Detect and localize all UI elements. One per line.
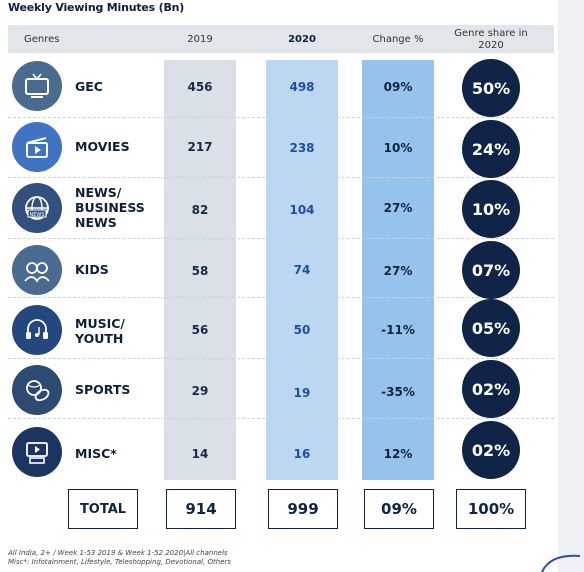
value-2019: 58 xyxy=(191,264,209,278)
value-change: -11% xyxy=(381,323,415,337)
value-change: 27% xyxy=(383,201,413,215)
row-separator xyxy=(8,418,554,419)
column-change-band xyxy=(362,60,434,480)
value-2019: 14 xyxy=(191,447,209,461)
share-badge: 10% xyxy=(462,180,520,238)
genre-label: SPORTS xyxy=(75,382,131,397)
genre-label: NEWS/ BUSINESS NEWS xyxy=(75,185,145,230)
header-2020: 2020 xyxy=(288,34,316,45)
genre-label: MOVIES xyxy=(75,139,130,154)
share-badge: 02% xyxy=(462,360,520,418)
chart-title: Weekly Viewing Minutes (Bn) xyxy=(8,1,185,14)
misc-media-icon xyxy=(12,427,62,477)
value-2019: 82 xyxy=(191,203,209,217)
value-2019: 456 xyxy=(187,80,213,94)
header-2019: 2019 xyxy=(187,34,213,45)
genre-label: MUSIC/ YOUTH xyxy=(75,316,125,346)
row-separator xyxy=(8,358,554,359)
row-separator xyxy=(8,117,554,118)
value-2019: 29 xyxy=(191,384,209,398)
row-separator xyxy=(8,177,554,178)
share-badge: 07% xyxy=(462,241,520,299)
genre-label: KIDS xyxy=(75,262,109,277)
value-2020: 74 xyxy=(293,263,311,277)
value-2019: 56 xyxy=(191,323,209,337)
genre-label: GEC xyxy=(75,79,103,94)
value-change: 12% xyxy=(383,447,413,461)
kids-icon xyxy=(12,245,62,295)
sports-balls-icon xyxy=(12,365,62,415)
share-badge: 24% xyxy=(462,120,520,178)
genre-label: MISC* xyxy=(75,446,117,461)
total-2019: 914 xyxy=(166,489,236,529)
value-2020: 19 xyxy=(293,386,311,400)
total-change: 09% xyxy=(364,489,434,529)
value-2020: 16 xyxy=(293,447,311,461)
header-genres: Genres xyxy=(24,34,60,45)
column-2020-band xyxy=(266,60,338,480)
value-change: 09% xyxy=(383,80,413,94)
footnote-misc: Misc*: Infotainment, Lifestyle, Teleshop… xyxy=(8,558,232,566)
row-separator xyxy=(8,238,554,239)
right-margin-strip xyxy=(558,0,584,572)
value-2020: 238 xyxy=(289,141,315,155)
row-separator xyxy=(8,297,554,298)
value-2020: 498 xyxy=(289,80,315,94)
footnote-source: All India, 2+ / Week 1-53 2019 & Week 1-… xyxy=(8,549,228,557)
column-2019-band xyxy=(164,60,236,480)
clapperboard-icon xyxy=(12,122,62,172)
header-share: Genre share in 2020 xyxy=(454,28,528,51)
music-headphones-icon xyxy=(12,305,62,355)
header-change: Change % xyxy=(372,34,424,45)
value-2020: 50 xyxy=(293,323,311,337)
svg-text:NEWS: NEWS xyxy=(29,212,44,218)
value-change: 27% xyxy=(383,264,413,278)
value-change: -35% xyxy=(381,385,415,399)
total-label: TOTAL xyxy=(68,489,138,529)
globe-news-icon: NEWS xyxy=(12,183,62,233)
share-badge: 50% xyxy=(462,59,520,117)
share-badge: 05% xyxy=(462,299,520,357)
total-2020: 999 xyxy=(268,489,338,529)
total-share: 100% xyxy=(456,489,526,529)
value-2019: 217 xyxy=(187,140,213,154)
decorative-arc xyxy=(541,554,581,572)
value-2020: 104 xyxy=(289,203,315,217)
value-change: 10% xyxy=(383,141,413,155)
header-bar xyxy=(8,25,554,53)
share-badge: 02% xyxy=(462,421,520,479)
tv-icon xyxy=(12,61,62,111)
